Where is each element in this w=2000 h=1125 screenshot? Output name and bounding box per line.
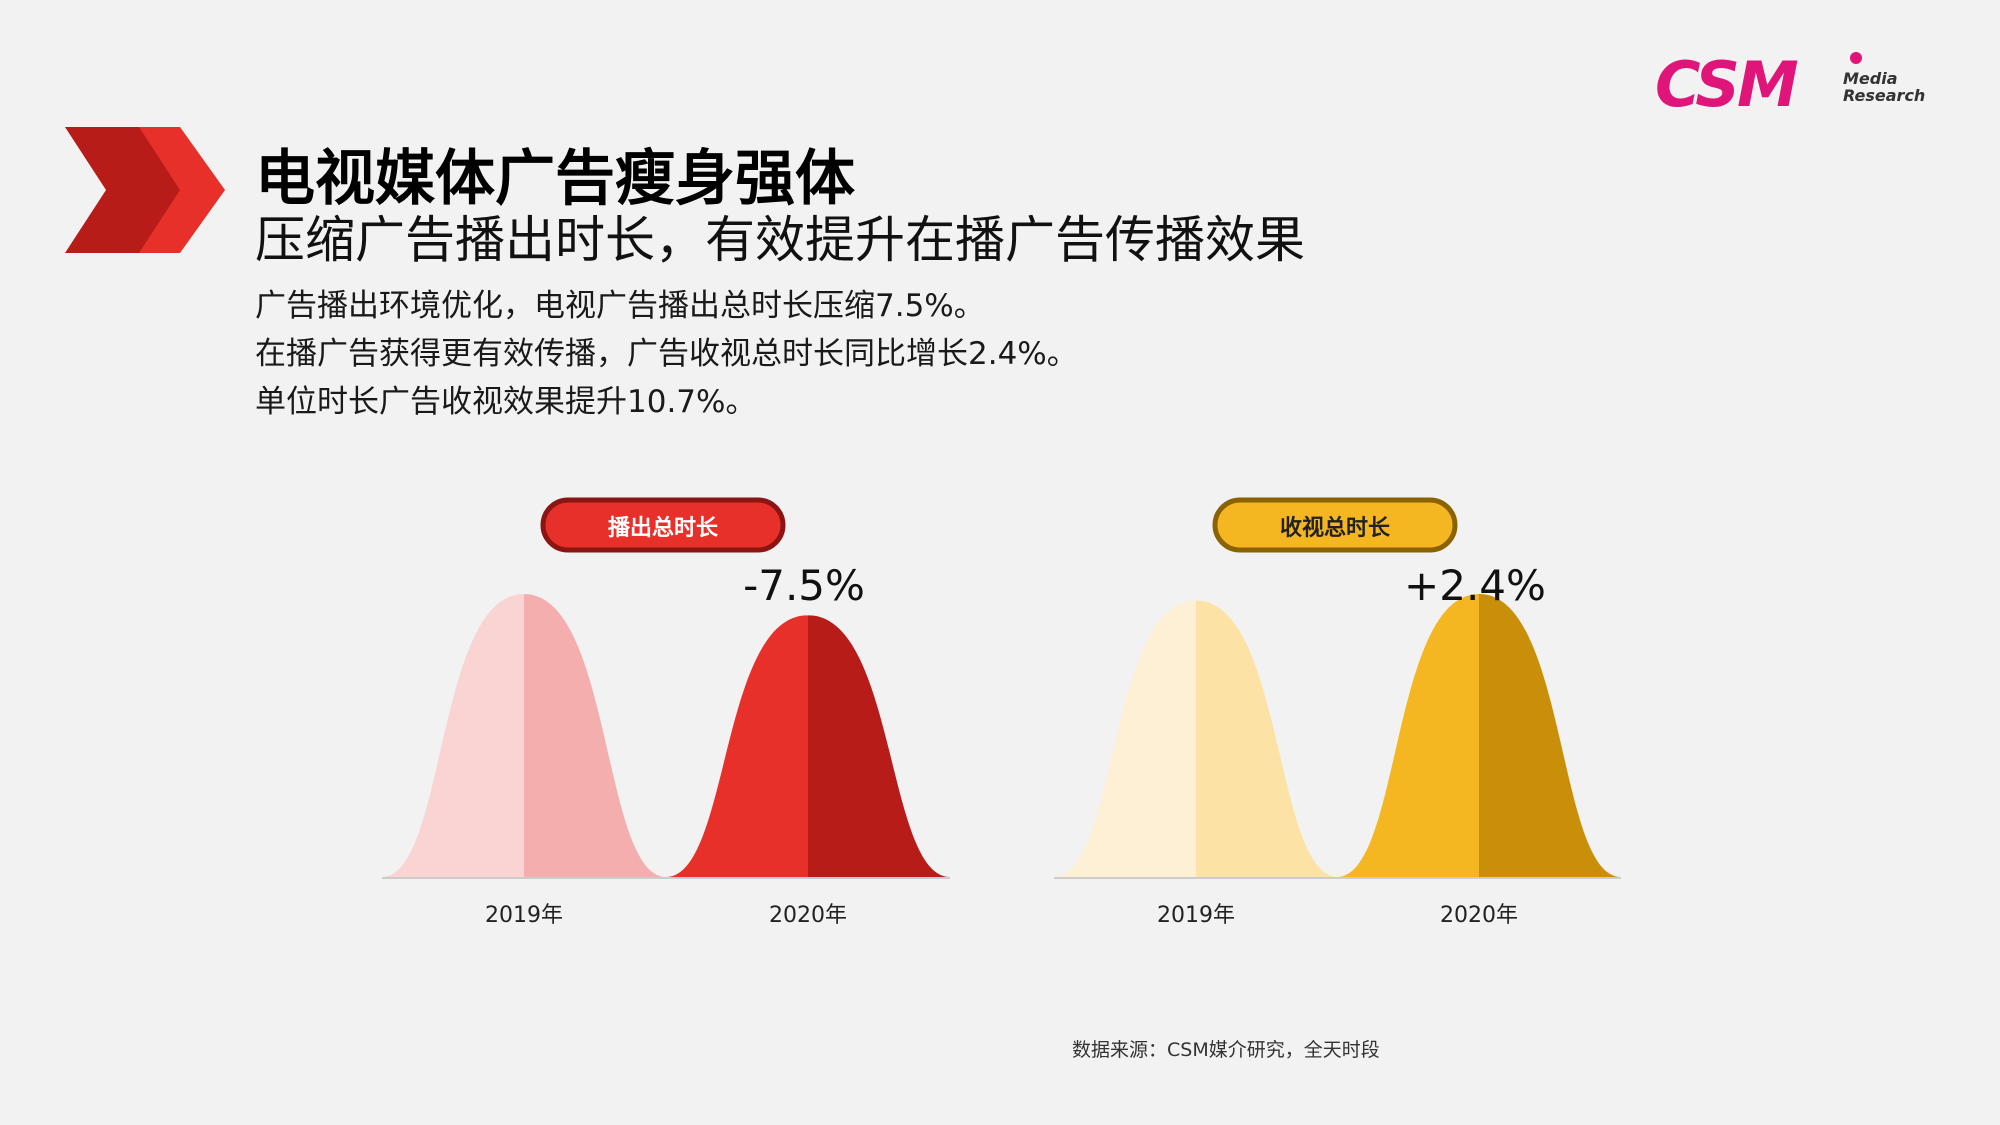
bell-left-half [666,615,808,877]
badge-pill [1212,497,1458,553]
chevron-arrows-icon [65,127,225,253]
csm-logo: CSM Media Research [1655,48,1935,121]
logo-subtext: Media Research [1843,70,1925,104]
logo-dot [1850,52,1862,64]
logo-mark: CSM [1655,48,1799,121]
change-label: +2.4% [1404,561,1546,610]
bell-mark-2019年 [382,594,666,877]
chart-title-badge: 播出总时长 [540,497,786,553]
bell-mark-2020年 [1337,594,1621,877]
finding-2: 在播广告获得更有效传播，广告收视总时长同比增长2.4%。 [255,336,1078,372]
logo-sub-media: Media [1843,69,1898,88]
bell-mark-2020年 [666,615,950,877]
data-source-note: 数据来源：CSM媒介研究，全天时段 [1072,1039,1380,1061]
x-tick-label: 2019年 [1157,903,1235,928]
x-tick-label: 2020年 [769,903,847,928]
bell-right-half [1479,594,1621,877]
badge-pill [540,497,786,553]
x-tick-label: 2019年 [485,903,563,928]
x-tick-label: 2020年 [1440,903,1518,928]
chart-title: 收视总时长 [1280,515,1391,541]
finding-3: 单位时长广告收视效果提升10.7%。 [255,384,757,420]
bell-left-half [382,594,524,877]
bell-right-half [1196,600,1338,877]
bell-right-half [808,615,950,877]
page-subtitle: 压缩广告播出时长，有效提升在播广告传播效果 [255,211,1305,269]
chart-title-badge: 收视总时长 [1212,497,1458,553]
bell-left-half [1337,594,1479,877]
finding-1: 广告播出环境优化，电视广告播出总时长压缩7.5%。 [255,288,985,324]
chart-title: 播出总时长 [608,515,719,541]
bell-right-half [524,594,666,877]
change-label: -7.5% [743,561,865,610]
bell-mark-2019年 [1054,600,1338,877]
page-title: 电视媒体广告瘦身强体 [255,144,855,214]
bell-left-half [1054,600,1196,877]
key-findings: 广告播出环境优化，电视广告播出总时长压缩7.5%。 在播广告获得更有效传播，广告… [255,282,1078,426]
logo-sub-research: Research [1843,86,1926,105]
